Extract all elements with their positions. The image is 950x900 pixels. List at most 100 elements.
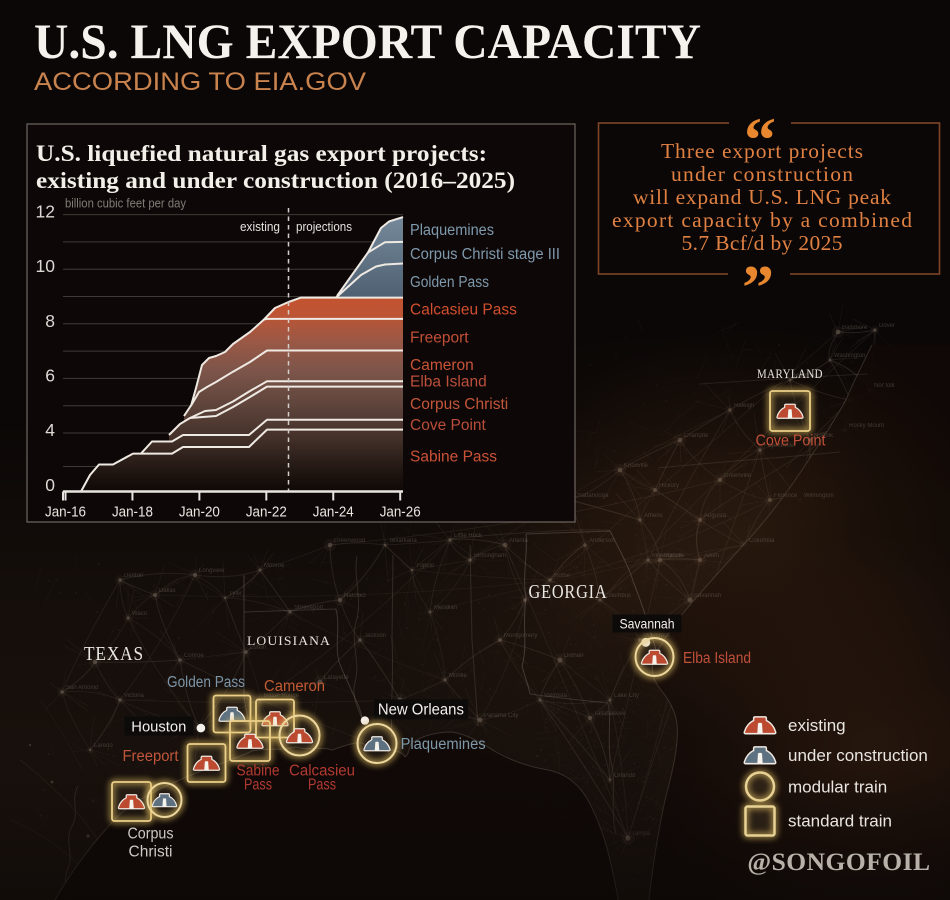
svg-text:Mobile: Mobile xyxy=(449,673,467,679)
svg-text:Baltimore: Baltimore xyxy=(842,325,868,331)
svg-text:Anderson: Anderson xyxy=(589,538,615,544)
svg-text:Norfolk: Norfolk xyxy=(814,433,834,439)
svg-text:Natchez: Natchez xyxy=(344,593,366,599)
svg-text:Rocky Mount: Rocky Mount xyxy=(849,423,884,429)
svg-text:Corpus Christi: Corpus Christi xyxy=(410,396,508,413)
svg-text:Cove Point: Cove Point xyxy=(410,417,487,434)
svg-text:Cameron: Cameron xyxy=(410,357,474,374)
svg-text:Little Rock: Little Rock xyxy=(454,533,483,539)
svg-text:Victoria: Victoria xyxy=(124,693,145,699)
svg-text:Charlotte: Charlotte xyxy=(684,433,709,439)
svg-text:Richmond: Richmond xyxy=(794,373,821,379)
svg-text:Jan-16: Jan-16 xyxy=(45,504,86,521)
svg-text:Washington: Washington xyxy=(834,353,865,359)
svg-text:Florence: Florence xyxy=(774,493,798,499)
svg-text:Aiken: Aiken xyxy=(704,553,719,559)
svg-text:Pass: Pass xyxy=(244,777,272,794)
svg-text:0: 0 xyxy=(45,475,55,495)
svg-text:Columbia: Columbia xyxy=(749,538,775,544)
svg-text:existing and under constructio: existing and under construction (2016–20… xyxy=(36,168,515,193)
svg-text:will expand U.S. LNG peak: will expand U.S. LNG peak xyxy=(633,185,891,209)
svg-text:U.S. liquefied natural gas exp: U.S. liquefied natural gas export projec… xyxy=(36,141,487,166)
svg-text:Greenville: Greenville xyxy=(724,473,752,479)
svg-text:@SONGOFOIL: @SONGOFOIL xyxy=(747,847,930,876)
svg-text:Savannah: Savannah xyxy=(620,615,675,631)
svg-text:6: 6 xyxy=(45,365,55,385)
svg-text:Nor folk: Nor folk xyxy=(874,383,896,389)
svg-text:Plaquemines: Plaquemines xyxy=(410,222,494,239)
svg-text:Shreveport: Shreveport xyxy=(294,605,324,611)
svg-text:Freeport: Freeport xyxy=(410,329,469,346)
svg-text:under construction: under construction xyxy=(671,162,853,186)
svg-text:Columbus: Columbus xyxy=(604,593,631,599)
svg-text:Pass: Pass xyxy=(308,777,336,794)
svg-text:8: 8 xyxy=(45,311,55,331)
svg-text:Rome: Rome xyxy=(554,573,571,579)
svg-text:Conroe: Conroe xyxy=(184,653,204,659)
svg-text:Hickory: Hickory xyxy=(659,483,679,489)
svg-text:Lafayette: Lafayette xyxy=(324,675,349,681)
svg-text:Denton: Denton xyxy=(124,573,143,579)
svg-text:Jan-26: Jan-26 xyxy=(380,504,421,521)
svg-text:“: “ xyxy=(744,104,776,175)
svg-text:Sabine: Sabine xyxy=(237,763,280,780)
svg-text:Sabine Pass: Sabine Pass xyxy=(410,448,497,465)
svg-text:MARYLAND: MARYLAND xyxy=(757,367,823,381)
svg-text:Houston: Houston xyxy=(131,718,186,735)
svg-text:billion cubic feet per day: billion cubic feet per day xyxy=(65,197,187,211)
svg-text:Auburn: Auburn xyxy=(529,593,548,599)
svg-text:Jan-24: Jan-24 xyxy=(313,504,354,521)
svg-text:Meridian: Meridian xyxy=(434,605,457,611)
svg-text:Panama City: Panama City xyxy=(484,713,518,719)
svg-text:Calcasieu: Calcasieu xyxy=(289,763,355,780)
svg-text:Monroe: Monroe xyxy=(264,563,285,569)
svg-text:Texarkana: Texarkana xyxy=(389,538,417,544)
svg-text:Three export projects: Three export projects xyxy=(661,139,863,163)
svg-text:Dothan: Dothan xyxy=(564,653,583,659)
svg-text:Lufkin: Lufkin xyxy=(250,645,266,651)
svg-text:Jan-22: Jan-22 xyxy=(246,504,287,521)
svg-text:12: 12 xyxy=(36,202,55,222)
svg-text:GEORGIA: GEORGIA xyxy=(529,582,608,603)
svg-text:Elba Island: Elba Island xyxy=(683,650,751,667)
svg-text:Corpus: Corpus xyxy=(128,826,174,843)
svg-text:Jackson: Jackson xyxy=(364,633,386,639)
svg-text:standard train: standard train xyxy=(788,812,892,831)
svg-text:5.7 Bcf/d by 2025: 5.7 Bcf/d by 2025 xyxy=(682,231,843,255)
svg-text:Christi: Christi xyxy=(129,844,173,861)
svg-text:existing: existing xyxy=(788,716,846,735)
svg-text:LOUISIANA: LOUISIANA xyxy=(247,634,331,648)
svg-text:Savannah: Savannah xyxy=(694,593,721,599)
svg-text:Tallahassee: Tallahassee xyxy=(594,711,626,717)
svg-text:4: 4 xyxy=(45,420,55,440)
svg-text:”: ” xyxy=(742,252,774,323)
svg-text:Austin: Austin xyxy=(99,655,116,661)
svg-text:Milledgeville: Milledgeville xyxy=(652,553,685,559)
svg-text:Wilmington: Wilmington xyxy=(804,493,834,499)
svg-text:Jan-18: Jan-18 xyxy=(112,504,153,521)
svg-text:San Antonio: San Antonio xyxy=(66,685,99,691)
svg-text:Tupelo: Tupelo xyxy=(416,563,435,569)
svg-text:Lake City: Lake City xyxy=(614,693,639,699)
svg-text:ACCORDING TO EIA.GOV: ACCORDING TO EIA.GOV xyxy=(34,68,366,96)
svg-text:modular train: modular train xyxy=(788,778,887,797)
svg-text:Calcasieu Pass: Calcasieu Pass xyxy=(410,301,517,318)
svg-text:under construction: under construction xyxy=(788,746,928,765)
svg-text:Plaquemines: Plaquemines xyxy=(401,736,486,753)
svg-text:Augusta: Augusta xyxy=(704,513,727,519)
svg-text:Raleigh: Raleigh xyxy=(734,403,754,409)
svg-text:U.S. LNG EXPORT CAPACITY: U.S. LNG EXPORT CAPACITY xyxy=(34,13,701,69)
svg-text:Birmingham: Birmingham xyxy=(474,553,506,559)
svg-text:Golden Pass: Golden Pass xyxy=(410,274,489,291)
svg-text:Jan-20: Jan-20 xyxy=(179,504,220,521)
svg-text:New Orleans: New Orleans xyxy=(378,702,464,719)
svg-text:projections: projections xyxy=(296,220,352,234)
svg-text:Longview: Longview xyxy=(199,568,225,574)
svg-text:Chattanooga: Chattanooga xyxy=(574,493,609,499)
svg-text:Corpus Christi stage III: Corpus Christi stage III xyxy=(410,246,560,263)
svg-text:Elba Island: Elba Island xyxy=(410,373,487,390)
svg-text:existing: existing xyxy=(240,220,280,234)
svg-text:Waco: Waco xyxy=(132,611,148,617)
svg-text:Dallas: Dallas xyxy=(159,588,176,594)
svg-text:Baton Rouge: Baton Rouge xyxy=(264,693,300,699)
